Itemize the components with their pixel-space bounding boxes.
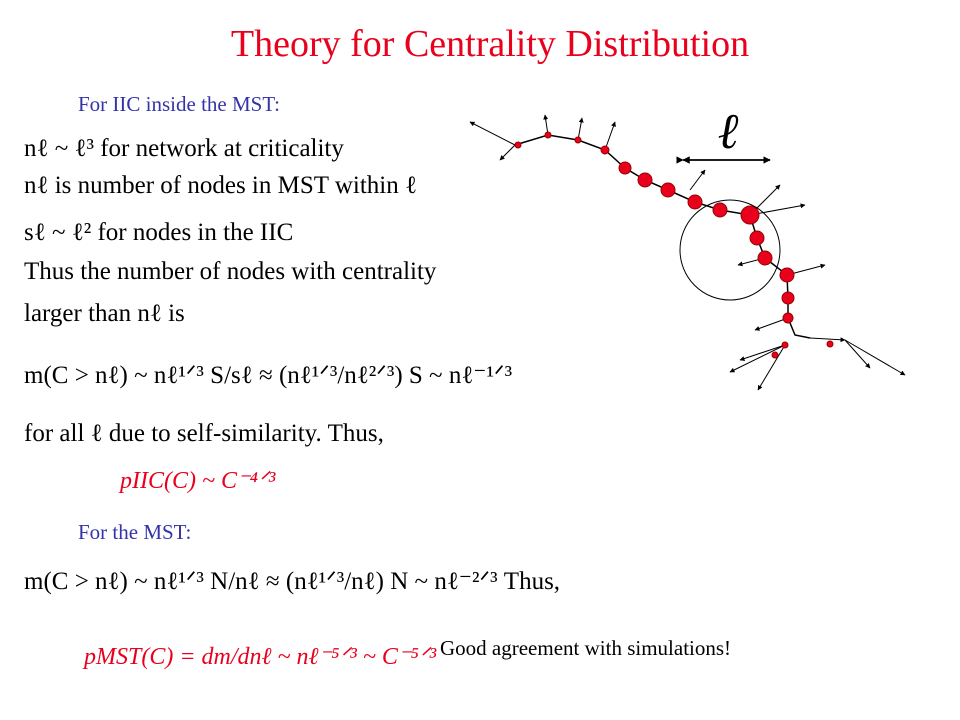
text-line: for all ℓ due to self-similarity. Thus, — [24, 420, 384, 447]
radius-circle — [679, 199, 781, 301]
text-line: sℓ ~ ℓ² for nodes in the IIC — [24, 219, 294, 246]
title: Theory for Centrality Distribution — [230, 23, 750, 65]
text-line: nℓ ~ ℓ³ for network at criticality — [24, 135, 344, 162]
result-formula: pIIC(C) ~ C⁻⁴ᐟ³ — [120, 468, 276, 494]
conclusion: Good agreement with simulations! — [440, 636, 732, 660]
formula: m(C > nℓ) ~ nℓ¹ᐟ³ N/nℓ ≈ (nℓ¹ᐟ³/nℓ) N ~ … — [24, 568, 561, 595]
section-heading: For IIC inside the MST: — [78, 92, 280, 116]
formula: m(C > nℓ) ~ nℓ¹ᐟ³ S/sℓ ≈ (nℓ¹ᐟ³/nℓ²ᐟ³) S… — [24, 362, 513, 389]
text-line: Thus the number of nodes with centrality — [24, 258, 437, 285]
section-heading: For the MST: — [78, 520, 192, 544]
nodes — [514, 131, 834, 359]
text-line: larger than nℓ is — [24, 300, 185, 327]
diagram-label: ℓ — [718, 103, 739, 159]
branches — [469, 114, 906, 391]
result-formula: pMST(C) = dm/dnℓ ~ nℓ⁻⁵ᐟ³ ~ C⁻⁵ᐟ³ — [84, 644, 437, 670]
chain — [514, 134, 811, 339]
text-line: nℓ is number of nodes in MST within ℓ — [24, 172, 417, 199]
